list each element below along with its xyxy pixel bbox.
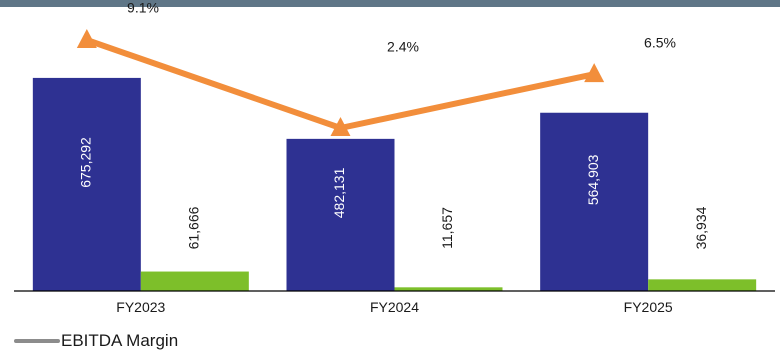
legend-label: EBITDA Margin	[61, 331, 179, 350]
x-tick-label: FY2025	[624, 299, 673, 315]
x-tick-label: FY2024	[370, 299, 419, 315]
bar-value-label: 482,131	[331, 167, 347, 218]
legend: EBITDA Margin	[14, 331, 178, 351]
bar-value-label: 11,657	[439, 207, 455, 249]
bar-value-label: 675,292	[78, 137, 94, 188]
bar-value-label: 61,666	[186, 206, 202, 249]
bar-revenue-fy2025	[540, 112, 649, 291]
line-value-label: 9.1%	[127, 0, 159, 16]
line-value-label: 6.5%	[644, 35, 676, 51]
line-value-label: 2.4%	[387, 39, 419, 55]
line-marker-triangle	[330, 117, 351, 136]
bar-revenue-fy2024	[286, 138, 395, 291]
bar-ebitda-fy2024	[394, 287, 503, 291]
bar-value-label: 564,903	[585, 154, 601, 205]
x-tick-label: FY2023	[116, 299, 165, 315]
bar-revenue-fy2023	[32, 77, 141, 291]
legend-line-icon	[14, 339, 60, 343]
top-border-strip	[0, 0, 780, 7]
bar-ebitda-fy2023	[140, 271, 249, 291]
bar-value-label: 36,934	[693, 206, 709, 249]
line-marker-triangle	[584, 63, 605, 83]
line-marker-triangle	[76, 29, 97, 48]
bar-ebitda-fy2025	[648, 279, 757, 291]
ebitda-margin-line	[85, 37, 595, 131]
